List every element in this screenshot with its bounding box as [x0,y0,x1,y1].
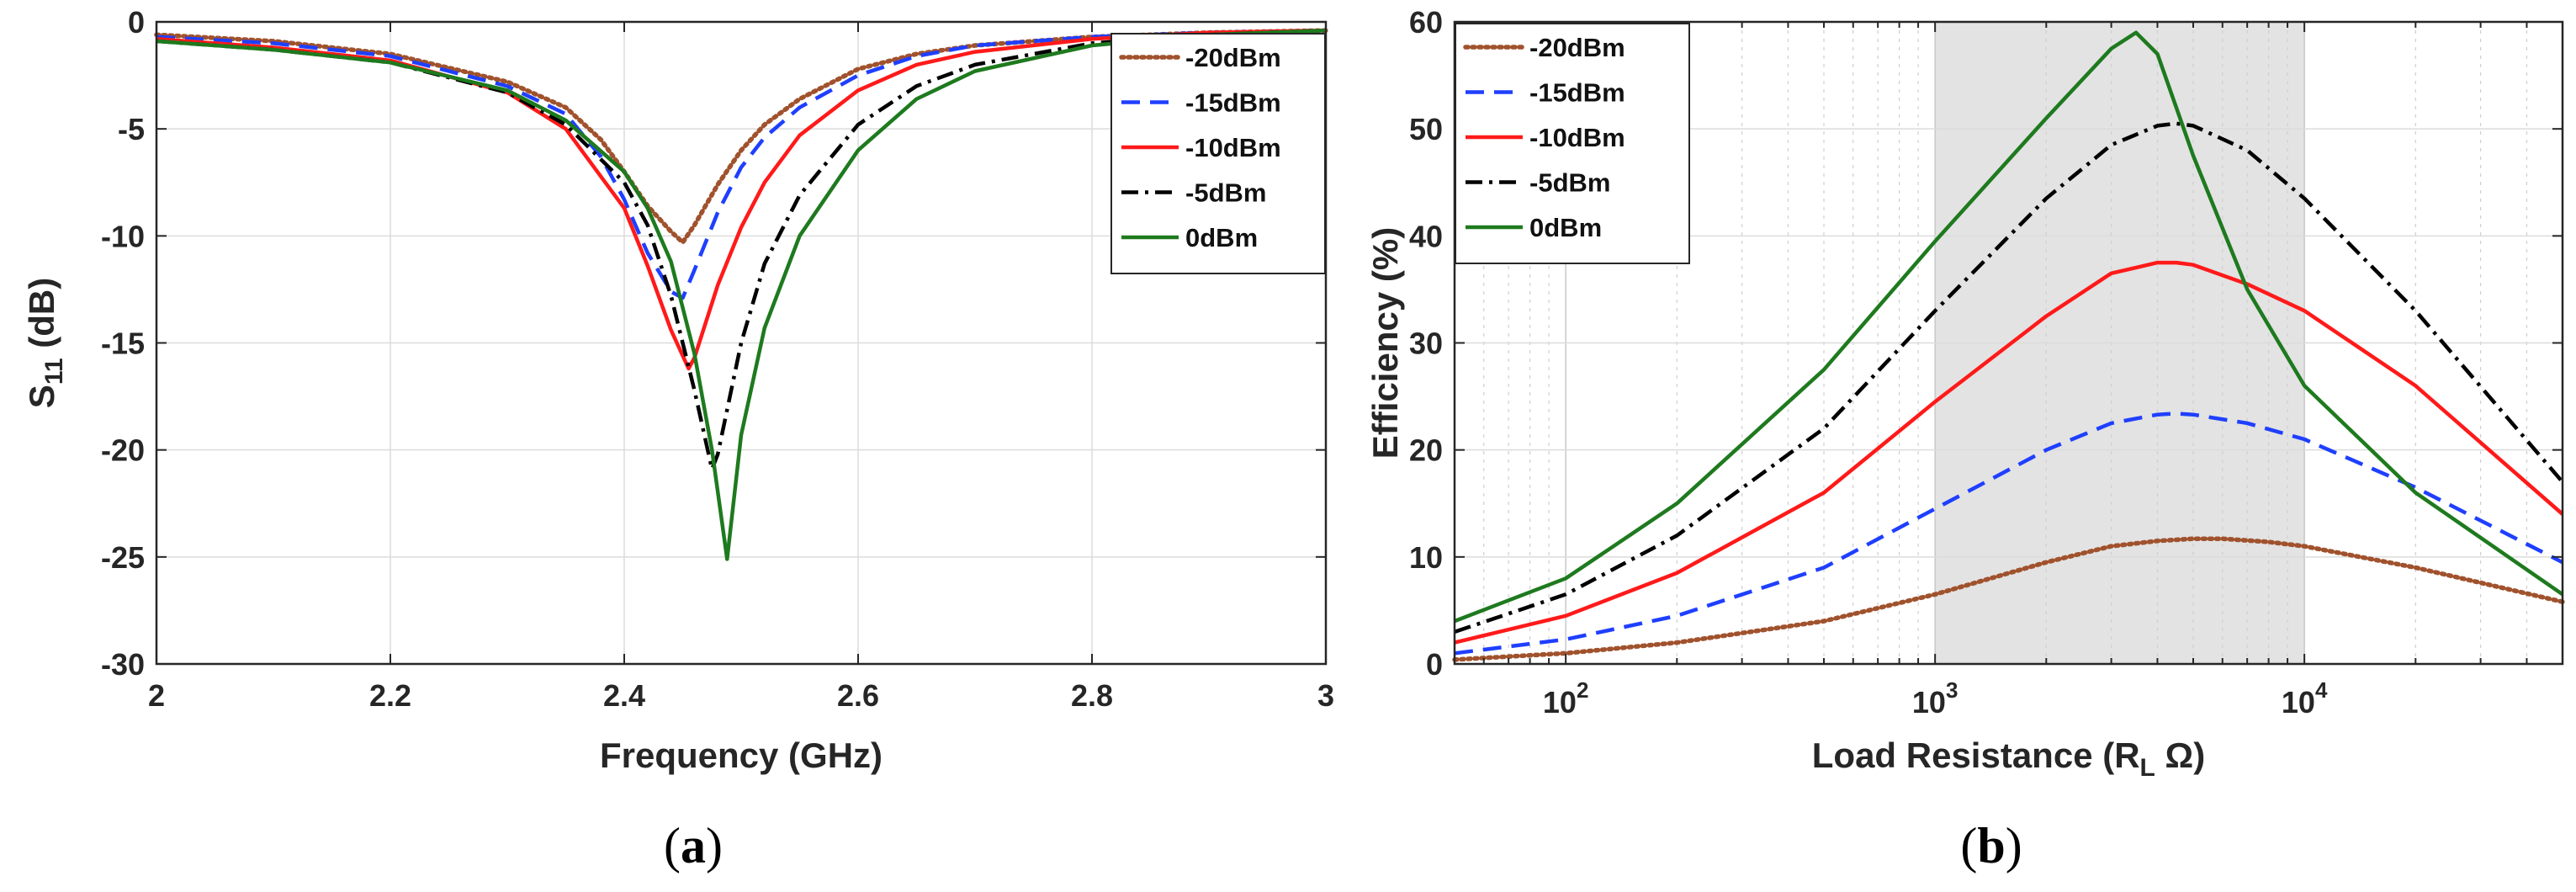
panel-b-x-axis-label: Load Resistance (RL Ω) [1812,735,2205,782]
panel-b-x-tick-label: 103 [1912,677,1959,719]
panel-b-series-line-15dbm [1454,411,2564,656]
panel-b-x-tick-exponent: 2 [1577,677,1588,703]
panel-b-y-tick-label: 20 [1409,433,1443,468]
panel-a-y-tick-label: -5 [118,112,145,146]
panel-a-y-tick-label: 0 [128,5,145,40]
panel-b-x-tick-base: 10 [1912,685,1946,719]
panel-a-x-tick-label: 2.8 [1071,678,1113,713]
panel-a-y-tick-label: -15 [101,327,145,361]
panel-a-y-axis-label: S11 (dB) [22,278,68,408]
panel-a-x-axis-label: Frequency (GHz) [600,735,883,775]
panel-b-y-tick-label: 40 [1409,219,1443,253]
panel-a-y-tick-label: -30 [101,647,145,682]
panel-b-y-tick-label: 30 [1409,327,1443,361]
panel-b-x-tick-base: 10 [1543,685,1577,719]
panel-b-legend-label: -10dBm [1529,123,1625,152]
panel-a-chart: 2 2.2 2.4 2.6 2.8 3 -30 -25 -20 -15 -10 -5 0 Frequenc… [22,5,1334,873]
panel-b-y-tick-label: 50 [1409,112,1443,146]
panel-a-series-line-0dbm [156,28,1327,561]
panel-b-legend-label: -15dBm [1529,78,1625,108]
panel-b-legend-label: 0dBm [1529,213,1602,242]
panel-b-series-line-10dbm [1454,260,2564,645]
panel-a-y-tick-label: -20 [101,433,145,468]
panel-b-y-tick-label: 0 [1426,647,1443,682]
panel-a-x-tick-label: 3 [1317,678,1334,713]
panel-a-y-tick-label: -10 [101,219,145,253]
panel-a-legend-box [1110,33,1326,274]
panel-b-legend-label: -5dBm [1529,168,1610,198]
panel-b-legend-label: -20dBm [1529,33,1625,62]
panel-a-x-tick-label: 2.2 [369,678,411,713]
panel-a-legend-label: 0dBm [1185,223,1258,252]
panel-b-x-tick-label: 104 [2282,677,2328,719]
panel-a-x-tick-label: 2 [148,678,165,713]
panel-b-series-line-0dbm [1454,30,2564,624]
panel-b-x-tick-base: 10 [2282,685,2315,719]
panel-b-y-tick-label: 60 [1409,5,1443,40]
panel-a-series-line-15dbm [156,28,1327,300]
panel-b-y-axis-label: Efficiency (%) [1365,227,1405,459]
panel-a-legend-label: -15dBm [1185,88,1281,118]
panel-b-x-tick-label: 102 [1543,677,1589,719]
panel-b-legend-box [1455,23,1690,264]
panel-b-series-line-5dbm [1454,121,2564,634]
panel-b-series-line-20dbm [1452,536,2565,662]
panel-a-series-line-10dbm [156,28,1327,371]
panel-a-legend-label: -5dBm [1185,178,1266,208]
panel-a-caption: (a) [664,818,723,873]
panel-a-x-tick-label: 2.6 [837,678,879,713]
panel-a-legend-label: -10dBm [1185,133,1281,162]
panel-b-y-tick-label: 10 [1409,540,1443,575]
panel-a-legend: -20dBm -15dBm -10dBm -5dBm 0dBm [1110,33,1326,274]
panel-a-x-tick-label: 2.4 [603,678,645,713]
panel-b-caption: (b) [1960,818,2022,873]
panel-b-x-tick-exponent: 3 [1946,677,1958,703]
panel-b-x-tick-exponent: 4 [2315,677,2328,703]
panel-a-y-tick-label: -25 [101,540,145,575]
panel-b-legend: -20dBm -15dBm -10dBm -5dBm 0dBm [1455,23,1690,264]
panel-a-legend-label: -20dBm [1185,43,1281,72]
